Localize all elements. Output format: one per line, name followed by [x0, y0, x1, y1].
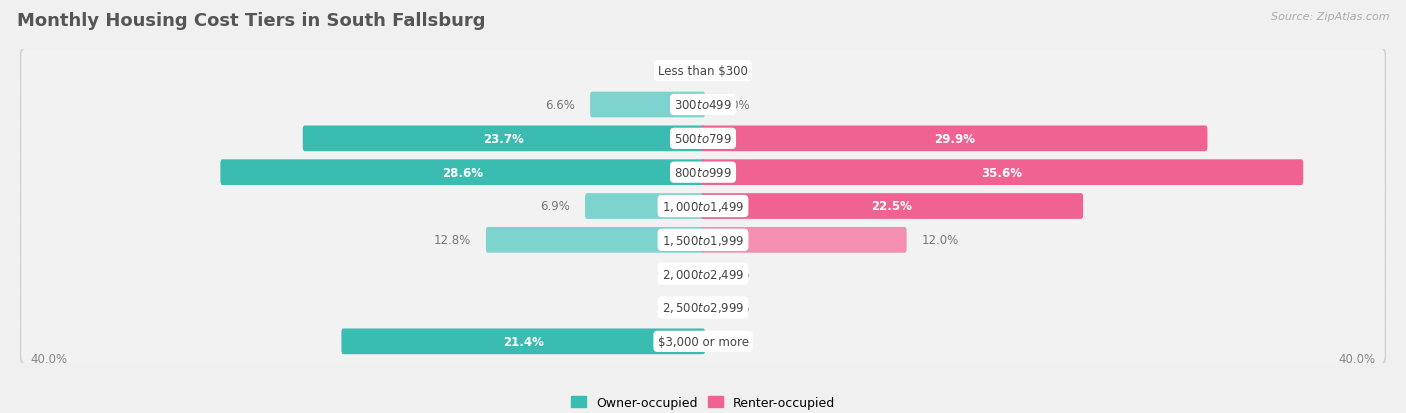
Text: $2,500 to $2,999: $2,500 to $2,999 — [662, 301, 744, 315]
Text: 23.7%: 23.7% — [484, 133, 524, 145]
FancyBboxPatch shape — [21, 84, 1385, 127]
FancyBboxPatch shape — [20, 150, 1386, 196]
FancyBboxPatch shape — [20, 217, 1386, 263]
FancyBboxPatch shape — [21, 252, 1385, 296]
FancyBboxPatch shape — [21, 218, 1385, 262]
Text: 29.9%: 29.9% — [934, 133, 974, 145]
Text: 0.0%: 0.0% — [720, 335, 749, 348]
Legend: Owner-occupied, Renter-occupied: Owner-occupied, Renter-occupied — [567, 391, 839, 413]
FancyBboxPatch shape — [702, 194, 1083, 219]
FancyBboxPatch shape — [20, 116, 1386, 162]
Text: 21.4%: 21.4% — [503, 335, 544, 348]
Text: $300 to $499: $300 to $499 — [673, 99, 733, 112]
FancyBboxPatch shape — [21, 286, 1385, 329]
FancyBboxPatch shape — [302, 126, 704, 152]
Text: $500 to $799: $500 to $799 — [673, 133, 733, 145]
Text: $1,500 to $1,999: $1,500 to $1,999 — [662, 233, 744, 247]
Text: 6.9%: 6.9% — [540, 200, 571, 213]
FancyBboxPatch shape — [702, 160, 1303, 185]
Text: Less than $300: Less than $300 — [658, 65, 748, 78]
Text: Source: ZipAtlas.com: Source: ZipAtlas.com — [1271, 12, 1389, 22]
FancyBboxPatch shape — [342, 329, 704, 354]
FancyBboxPatch shape — [20, 48, 1386, 95]
Text: 0.0%: 0.0% — [657, 65, 686, 78]
FancyBboxPatch shape — [20, 251, 1386, 297]
FancyBboxPatch shape — [21, 185, 1385, 228]
Text: 12.8%: 12.8% — [434, 234, 471, 247]
Text: $800 to $999: $800 to $999 — [673, 166, 733, 179]
FancyBboxPatch shape — [20, 285, 1386, 331]
Text: 28.6%: 28.6% — [443, 166, 484, 179]
Text: 12.0%: 12.0% — [921, 234, 959, 247]
Text: 6.6%: 6.6% — [546, 99, 575, 112]
FancyBboxPatch shape — [21, 320, 1385, 363]
FancyBboxPatch shape — [21, 117, 1385, 161]
FancyBboxPatch shape — [20, 318, 1386, 365]
FancyBboxPatch shape — [702, 228, 907, 253]
Text: 22.5%: 22.5% — [872, 200, 912, 213]
Text: 0.0%: 0.0% — [720, 99, 749, 112]
FancyBboxPatch shape — [20, 82, 1386, 128]
FancyBboxPatch shape — [221, 160, 704, 185]
Text: $1,000 to $1,499: $1,000 to $1,499 — [662, 199, 744, 214]
FancyBboxPatch shape — [21, 50, 1385, 93]
Text: 0.0%: 0.0% — [720, 301, 749, 314]
Text: 0.0%: 0.0% — [657, 268, 686, 280]
Text: 0.0%: 0.0% — [720, 268, 749, 280]
Text: $2,000 to $2,499: $2,000 to $2,499 — [662, 267, 744, 281]
FancyBboxPatch shape — [591, 93, 704, 118]
Text: $3,000 or more: $3,000 or more — [658, 335, 748, 348]
Text: Monthly Housing Cost Tiers in South Fallsburg: Monthly Housing Cost Tiers in South Fall… — [17, 12, 485, 30]
FancyBboxPatch shape — [585, 194, 704, 219]
FancyBboxPatch shape — [20, 183, 1386, 230]
FancyBboxPatch shape — [486, 228, 704, 253]
FancyBboxPatch shape — [702, 126, 1208, 152]
Text: 0.0%: 0.0% — [720, 65, 749, 78]
Text: 40.0%: 40.0% — [1339, 352, 1375, 365]
Text: 40.0%: 40.0% — [31, 352, 67, 365]
FancyBboxPatch shape — [21, 151, 1385, 195]
Text: 0.0%: 0.0% — [657, 301, 686, 314]
Text: 35.6%: 35.6% — [981, 166, 1022, 179]
